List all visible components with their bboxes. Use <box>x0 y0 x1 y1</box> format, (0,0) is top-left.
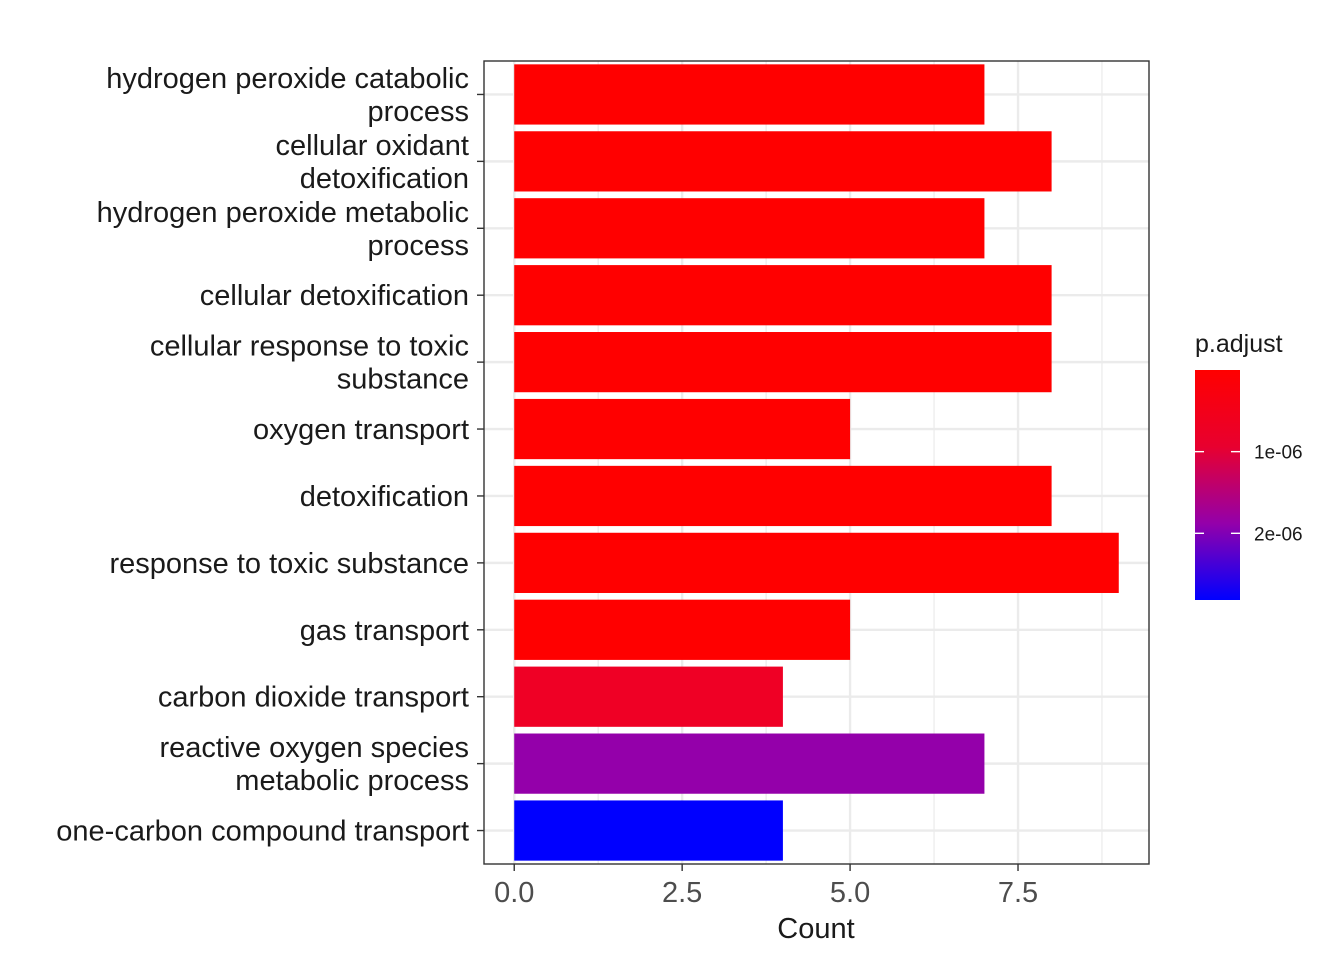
y-tick-label: cellular detoxification <box>200 280 469 312</box>
x-tick-label: 2.5 <box>662 877 702 909</box>
y-axis: hydrogen peroxide catabolic processcellul… <box>56 63 484 848</box>
y-tick-label-line: cellular oxidant <box>276 130 469 162</box>
bar <box>514 198 985 259</box>
y-tick-label-line: response to toxic substance <box>110 548 469 580</box>
legend-title: p.adjust <box>1195 330 1283 358</box>
y-tick-label-line: hydrogen peroxide metabolic <box>97 197 469 229</box>
y-tick-label-line: process <box>367 96 469 128</box>
bar <box>514 733 985 794</box>
y-tick-label-line: detoxification <box>300 481 469 513</box>
y-tick-label: response to toxic substance <box>110 548 469 580</box>
color-legend: p.adjust 1e-06 2e-06 <box>1195 330 1303 600</box>
y-tick-label: hydrogen peroxide metabolic process <box>97 197 469 262</box>
minor-gridlines <box>597 61 1103 864</box>
y-tick-label: cellular oxidant detoxification <box>276 130 469 195</box>
bar <box>514 666 783 727</box>
bar <box>514 64 985 125</box>
legend-colorbar <box>1195 370 1240 600</box>
y-tick-label-line: hydrogen peroxide catabolic <box>106 63 469 95</box>
bar <box>514 398 851 460</box>
bar <box>514 599 851 660</box>
bar <box>514 465 1052 527</box>
panel-border <box>483 60 1150 865</box>
legend-tick-label: 1e-06 <box>1254 443 1303 464</box>
y-tick-label-line: cellular response to toxic <box>150 331 469 363</box>
bar <box>514 532 1119 593</box>
x-axis: 0.0 2.5 5.0 7.5 <box>494 864 1038 909</box>
y-tick-label-line: cellular detoxification <box>200 280 469 312</box>
y-tick-label: one-carbon compound transport <box>56 816 469 848</box>
y-tick-label: hydrogen peroxide catabolic process <box>106 63 469 128</box>
bar <box>514 800 783 861</box>
y-tick-label-line: gas transport <box>300 615 469 647</box>
bar <box>514 332 1052 393</box>
y-tick-label-line: metabolic process <box>235 765 469 797</box>
y-tick-label: oxygen transport <box>253 414 469 446</box>
y-tick-label: cellular response to toxic substance <box>150 331 469 396</box>
legend-ticks: 1e-06 2e-06 <box>1195 443 1303 545</box>
y-tick-label-line: reactive oxygen species <box>160 732 470 764</box>
x-tick-label: 0.0 <box>494 877 534 909</box>
y-tick-label: detoxification <box>300 481 469 513</box>
y-tick-label: gas transport <box>300 615 469 647</box>
y-tick-label-line: detoxification <box>300 163 469 195</box>
x-tick-label: 7.5 <box>998 877 1038 909</box>
x-tick-label: 5.0 <box>830 877 870 909</box>
bars-group <box>514 64 1119 861</box>
legend-tick-label: 2e-06 <box>1254 524 1303 545</box>
y-tick-label-line: process <box>367 230 469 262</box>
y-tick-label-line: substance <box>337 364 469 396</box>
y-tick-label: carbon dioxide transport <box>158 682 469 714</box>
x-axis-title: Count <box>777 913 854 945</box>
panel-background <box>484 61 1149 864</box>
y-tick-label-line: one-carbon compound transport <box>56 816 469 848</box>
y-tick-label: reactive oxygen species metabolic process <box>160 732 470 797</box>
y-tick-label-line: oxygen transport <box>253 414 469 446</box>
bar <box>514 265 1052 326</box>
y-tick-label-line: carbon dioxide transport <box>158 682 469 714</box>
bar <box>514 131 1052 192</box>
